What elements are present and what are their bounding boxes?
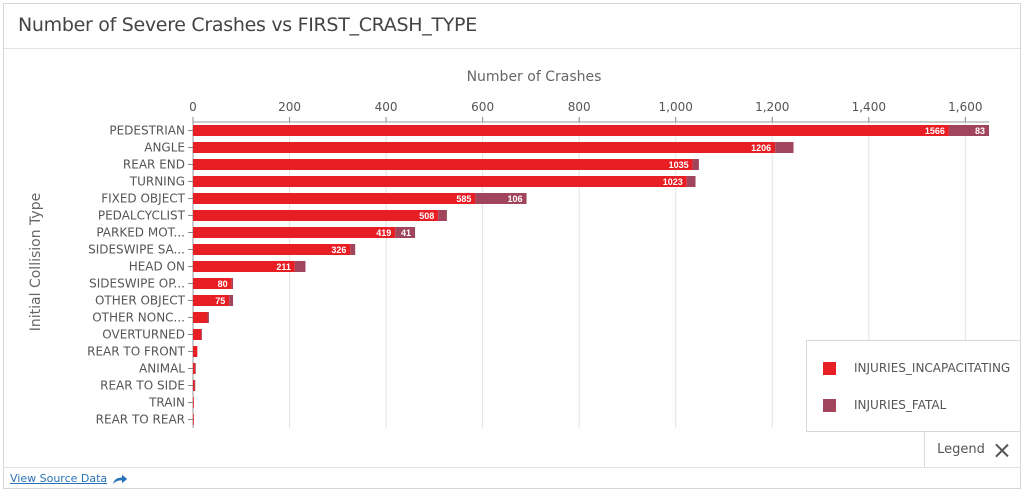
bar-incapacitating [193, 295, 230, 306]
bar-fatal [948, 125, 989, 136]
category-label: REAR TO FRONT [87, 345, 186, 359]
category-label: ANIMAL [139, 362, 185, 376]
legend-label-incapacitating: INJURIES_INCAPACITATING [854, 361, 1011, 375]
x-tick-label: 1,600 [948, 100, 982, 114]
data-label-incapacitating: 75 [215, 296, 225, 306]
legend-item-fatal[interactable]: INJURIES_FATAL [823, 396, 946, 414]
bar-fatal [692, 159, 699, 170]
bar-incapacitating [193, 312, 208, 323]
x-tick-label: 600 [471, 100, 494, 114]
bar-fatal [475, 193, 527, 204]
x-axis-title: Number of Crashes [467, 69, 602, 85]
category-label: OVERTURNED [102, 328, 185, 342]
legend-label-fatal: INJURIES_FATAL [854, 398, 947, 412]
bar-incapacitating [193, 397, 194, 408]
category-label: REAR TO SIDE [100, 379, 185, 393]
data-label-incapacitating: 585 [456, 194, 471, 204]
data-label-incapacitating: 508 [419, 211, 434, 221]
data-label-incapacitating: 326 [331, 245, 346, 255]
bar-fatal [775, 142, 794, 153]
bar-incapacitating [193, 261, 295, 272]
category-label: PEDESTRIAN [109, 124, 185, 138]
legend: INJURIES_INCAPACITATING INJURIES_FATAL [806, 340, 1020, 432]
chart-panel: Number of Severe Crashes vs FIRST_CRASH_… [3, 3, 1021, 489]
view-source-data-link[interactable]: View Source Data [10, 472, 108, 485]
bar-incapacitating [193, 414, 194, 425]
category-label: SIDESWIPE SA... [88, 243, 185, 257]
x-tick-label: 1,200 [755, 100, 789, 114]
bar-incapacitating [193, 176, 687, 187]
data-label-fatal: 106 [508, 194, 523, 204]
legend-swatch-incapacitating [823, 361, 836, 375]
data-label-incapacitating: 211 [276, 262, 291, 272]
category-label: REAR TO REAR [96, 413, 185, 427]
legend-toggle-button[interactable]: Legend [924, 431, 1021, 467]
x-tick-label: 400 [375, 100, 398, 114]
data-label-incapacitating: 1206 [751, 143, 771, 153]
category-label: FIXED OBJECT [101, 192, 185, 206]
footer: View Source Data [3, 467, 1021, 489]
bar-fatal [194, 363, 196, 374]
data-label-incapacitating: 1035 [669, 160, 689, 170]
bar-incapacitating [193, 363, 195, 374]
legend-toggle-label: Legend [937, 442, 985, 457]
x-tick-label: 800 [568, 100, 591, 114]
bar-fatal [229, 295, 234, 306]
title-bar: Number of Severe Crashes vs FIRST_CRASH_… [4, 4, 1020, 49]
bar-incapacitating [193, 210, 439, 221]
data-label-fatal: 83 [975, 126, 985, 136]
bar-fatal [350, 244, 356, 255]
bar-fatal [686, 176, 696, 187]
data-label-fatal: 41 [401, 228, 411, 238]
data-label-incapacitating: 80 [218, 279, 228, 289]
bar-fatal [207, 312, 209, 323]
bar-fatal [438, 210, 447, 221]
bar-incapacitating [193, 278, 232, 289]
x-tick-label: 0 [189, 100, 197, 114]
category-label: TRAIN [148, 396, 185, 410]
chart-title: Number of Severe Crashes vs FIRST_CRASH_… [18, 14, 477, 36]
close-icon[interactable] [995, 443, 1009, 457]
bar-incapacitating [193, 329, 202, 340]
data-label-incapacitating: 419 [376, 228, 391, 238]
category-label: OTHER NONC... [92, 311, 185, 325]
category-label: SIDESWIPE OP... [89, 277, 185, 291]
bar-fatal [395, 227, 416, 238]
bar-fatal [201, 329, 203, 340]
x-tick-label: 1,400 [852, 100, 886, 114]
bar-incapacitating [193, 346, 198, 357]
bar-fatal [231, 278, 234, 289]
bar-incapacitating [193, 142, 776, 153]
legend-item-incapacitating[interactable]: INJURIES_INCAPACITATING [823, 359, 1010, 377]
category-label: HEAD ON [129, 260, 185, 274]
bar-incapacitating [193, 159, 693, 170]
legend-swatch-fatal [823, 398, 836, 412]
y-axis-title: Initial Collision Type [28, 193, 44, 331]
bar-fatal [194, 380, 196, 391]
x-tick-label: 200 [278, 100, 301, 114]
bar-incapacitating [193, 227, 396, 238]
data-label-incapacitating: 1023 [663, 177, 683, 187]
bar-incapacitating [193, 244, 351, 255]
data-label-incapacitating: 1566 [925, 126, 945, 136]
category-label: TURNING [129, 175, 185, 189]
bar-incapacitating [193, 125, 949, 136]
bar-fatal [294, 261, 306, 272]
category-label: OTHER OBJECT [95, 294, 186, 308]
category-label: PEDALCYCLIST [98, 209, 186, 223]
bar-incapacitating [193, 380, 195, 391]
bar-incapacitating [193, 193, 476, 204]
category-label: ANGLE [144, 141, 185, 155]
share-arrow-icon[interactable] [112, 474, 128, 485]
category-label: PARKED MOT... [96, 226, 185, 240]
category-label: REAR END [123, 158, 185, 172]
x-tick-label: 1,000 [659, 100, 693, 114]
